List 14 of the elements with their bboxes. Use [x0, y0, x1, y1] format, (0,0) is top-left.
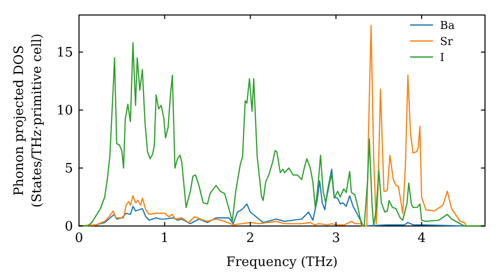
x-tick-label: 3	[332, 231, 340, 246]
y-tick-label: 10	[56, 104, 73, 119]
x-tick-label: 2	[246, 231, 254, 246]
y-tick-label: 15	[56, 46, 73, 61]
legend-label: I	[440, 51, 444, 64]
x-tick-label: 4	[417, 231, 426, 246]
x-tick-label: 0	[74, 231, 84, 246]
x-axis-title: Frequency (THz)	[226, 255, 338, 270]
y-axis-title: Phonon projected DOS (States/THz·primitive cell)	[12, 33, 45, 208]
legend-label: Ba	[440, 19, 456, 32]
y-tick-label: 0	[64, 220, 73, 234]
y-tick-label: 5	[64, 162, 73, 177]
legend-label: Sr	[440, 35, 454, 48]
x-tick-label: 1	[160, 231, 169, 246]
